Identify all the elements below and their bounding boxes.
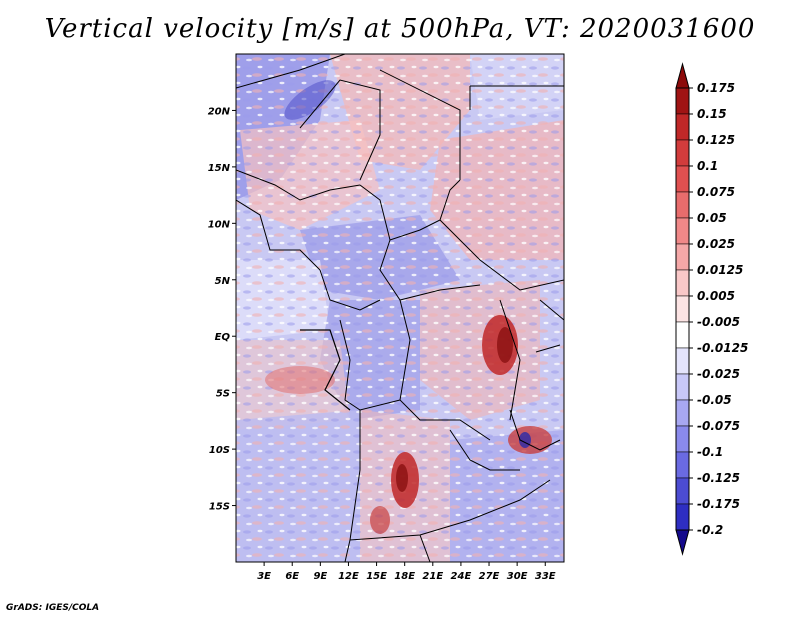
- colorbar-label: -0.175: [697, 497, 740, 511]
- colorbar-label: -0.125: [697, 471, 740, 485]
- lon-tick-label: 21E: [422, 571, 443, 582]
- colorbar-label: 0.125: [697, 133, 735, 147]
- colorbar-swatch: [675, 451, 690, 479]
- map-title: Vertical velocity [m/s] at 500hPa, VT: 2…: [44, 14, 756, 44]
- grads-credit: GrADS: IGES/COLA: [6, 603, 100, 613]
- colorbar-label: -0.1: [697, 445, 723, 459]
- colorbar-swatch: [675, 243, 690, 271]
- colorbar-label: 0.0125: [697, 263, 743, 277]
- velocity-field: [236, 54, 564, 562]
- colorbar-label: 0.025: [697, 237, 735, 251]
- colorbar-label: 0.15: [697, 107, 727, 121]
- lon-tick-label: 9E: [313, 571, 327, 582]
- colorbar-swatch: [675, 295, 690, 323]
- colorbar-label: 0.175: [697, 81, 735, 95]
- lon-tick-label: 12E: [338, 571, 359, 582]
- colorbar-label: 0.075: [697, 185, 735, 199]
- country-borders: [236, 54, 564, 562]
- latitude-axis: 20N 15N 10N 5N EQ 5S 10S 15S: [208, 106, 236, 513]
- colorbar-swatch: [675, 191, 690, 219]
- lon-tick-label: 27E: [479, 571, 500, 582]
- lon-tick-label: 24E: [451, 571, 472, 582]
- lat-tick-label: EQ: [215, 332, 231, 343]
- lat-tick-label: 15S: [209, 502, 230, 513]
- colorbar-swatch: [675, 269, 690, 297]
- lat-tick-label: 5N: [215, 276, 231, 287]
- colorbar-swatch: [675, 477, 690, 505]
- colorbar-label: 0.05: [697, 211, 727, 225]
- colorbar-swatch: [675, 347, 690, 375]
- lat-tick-label: 15N: [208, 163, 231, 174]
- colorbar-swatch: [675, 87, 690, 115]
- colorbar-label: 0.1: [697, 159, 718, 173]
- colorbar: 0.175 0.15 0.125 0.1 0.075 0.05 0.025 0.0125 0.0…: [675, 62, 748, 556]
- colorbar-bottom-arrow: [675, 529, 690, 556]
- colorbar-label: 0.005: [697, 289, 735, 303]
- colorbar-swatch: [675, 217, 690, 245]
- lon-tick-label: 6E: [285, 571, 299, 582]
- lat-tick-label: 5S: [216, 389, 230, 400]
- colorbar-frame: [675, 87, 690, 531]
- colorbar-swatch: [675, 165, 690, 193]
- lon-tick-label: 15E: [366, 571, 387, 582]
- colorbar-swatch: [675, 321, 690, 349]
- colorbar-swatch: [675, 373, 690, 401]
- lon-tick-label: 3E: [257, 571, 271, 582]
- colorbar-swatch: [675, 399, 690, 427]
- colorbar-label: -0.005: [697, 315, 740, 329]
- colorbar-swatch: [675, 113, 690, 141]
- colorbar-swatch: [675, 425, 690, 453]
- colorbar-top-arrow: [675, 62, 690, 89]
- lon-tick-label: 18E: [394, 571, 415, 582]
- colorbar-label: -0.025: [697, 367, 740, 381]
- colorbar-swatch: [675, 139, 690, 167]
- lat-tick-label: 20N: [208, 106, 231, 117]
- colorbar-label: -0.075: [697, 419, 740, 433]
- lon-tick-label: 33E: [535, 571, 556, 582]
- colorbar-label: -0.05: [697, 393, 732, 407]
- colorbar-swatch: [675, 503, 690, 531]
- lon-tick-label: 30E: [507, 571, 528, 582]
- map-frame: [235, 53, 565, 563]
- lat-tick-label: 10N: [208, 219, 231, 230]
- lat-tick-label: 10S: [209, 445, 230, 456]
- longitude-axis: 3E 6E 9E 12E 15E 18E 21E 24E 27E 30E 33E: [257, 562, 556, 582]
- colorbar-label: -0.0125: [697, 341, 748, 355]
- colorbar-label: -0.2: [697, 523, 723, 537]
